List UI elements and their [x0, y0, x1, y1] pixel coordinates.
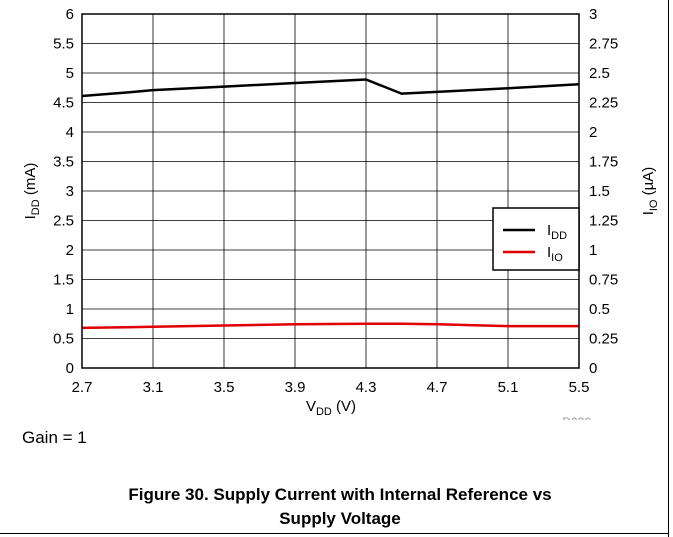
chart-grid — [81, 13, 580, 369]
chart-legend: IDD IIO — [492, 207, 580, 271]
y-left-tick-label: 0.5 — [53, 331, 74, 348]
y-right-tick-label: 3 — [589, 6, 597, 23]
chart-ticks: 0 0 0.5 0.25 1 0.5 1.5 0.75 2 1 2.5 1.25 3 1.5 3.5 1.75… — [53, 6, 618, 396]
x-tick-label: 3.1 — [143, 379, 164, 396]
y-right-axis-title: IIO (µA) — [640, 167, 660, 216]
y-left-tick-label: 6 — [66, 6, 74, 23]
y-left-tick-label: 2 — [66, 242, 74, 259]
y-right-tick-label: 0.25 — [589, 331, 618, 348]
figure-code-label: D030 — [562, 415, 591, 420]
x-tick-label: 5.5 — [569, 379, 590, 396]
y-left-tick-label: 2.5 — [53, 213, 74, 230]
y-right-tick-label: 2.75 — [589, 36, 618, 53]
legend-label-idd: IDD — [547, 222, 567, 242]
x-axis-title: VDD (V) — [306, 398, 356, 418]
y-right-tick-label: 1.75 — [589, 154, 618, 171]
axis-titles: VDD (V) IDD (mA) IIO (µA) D030 — [22, 163, 660, 420]
legend-box — [492, 207, 580, 271]
y-left-tick-label: 1.5 — [53, 272, 74, 289]
y-left-tick-label: 5.5 — [53, 36, 74, 53]
y-right-tick-label: 1 — [589, 242, 597, 259]
y-right-tick-label: 2.25 — [589, 95, 618, 112]
y-right-tick-label: 0.75 — [589, 272, 618, 289]
series-line-iio — [81, 322, 579, 330]
y-left-tick-label: 5 — [66, 65, 74, 82]
frame-right-border — [668, 0, 669, 537]
figure-caption-line-2: Supply Voltage — [279, 509, 401, 528]
y-right-tick-label: 0.5 — [589, 301, 610, 318]
y-right-tick-label: 2 — [589, 124, 597, 141]
y-right-tick-label: 0 — [589, 360, 597, 377]
chart-series — [81, 78, 580, 330]
x-tick-label: 3.5 — [214, 379, 235, 396]
x-tick-label: 4.3 — [356, 379, 377, 396]
y-left-tick-label: 3.5 — [53, 154, 74, 171]
y-right-tick-label: 1.25 — [589, 213, 618, 230]
legend-label-iio: IIO — [547, 244, 563, 264]
frame-bottom-border — [0, 533, 669, 534]
x-tick-label: 4.7 — [427, 379, 448, 396]
y-left-tick-label: 4 — [66, 124, 74, 141]
y-right-tick-label: 2.5 — [589, 65, 610, 82]
y-left-tick-label: 3 — [66, 183, 74, 200]
y-left-tick-label: 4.5 — [53, 95, 74, 112]
y-left-axis-title: IDD (mA) — [22, 163, 42, 220]
x-tick-label: 2.7 — [72, 379, 93, 396]
y-left-tick-label: 0 — [66, 360, 74, 377]
x-tick-label: 5.1 — [498, 379, 519, 396]
supply-current-chart: 0 0 0.5 0.25 1 0.5 1.5 0.75 2 1 2.5 1.25 3 1.5 3.5 1.75… — [22, 6, 660, 420]
series-line-idd — [81, 78, 580, 98]
y-right-tick-label: 1.5 — [589, 183, 610, 200]
figure-caption-line-1: Figure 30. Supply Current with Internal … — [128, 485, 552, 504]
y-left-tick-label: 1 — [66, 301, 74, 318]
plot-area-border — [81, 13, 580, 369]
x-tick-label: 3.9 — [285, 379, 306, 396]
gain-note: Gain = 1 — [22, 428, 87, 447]
